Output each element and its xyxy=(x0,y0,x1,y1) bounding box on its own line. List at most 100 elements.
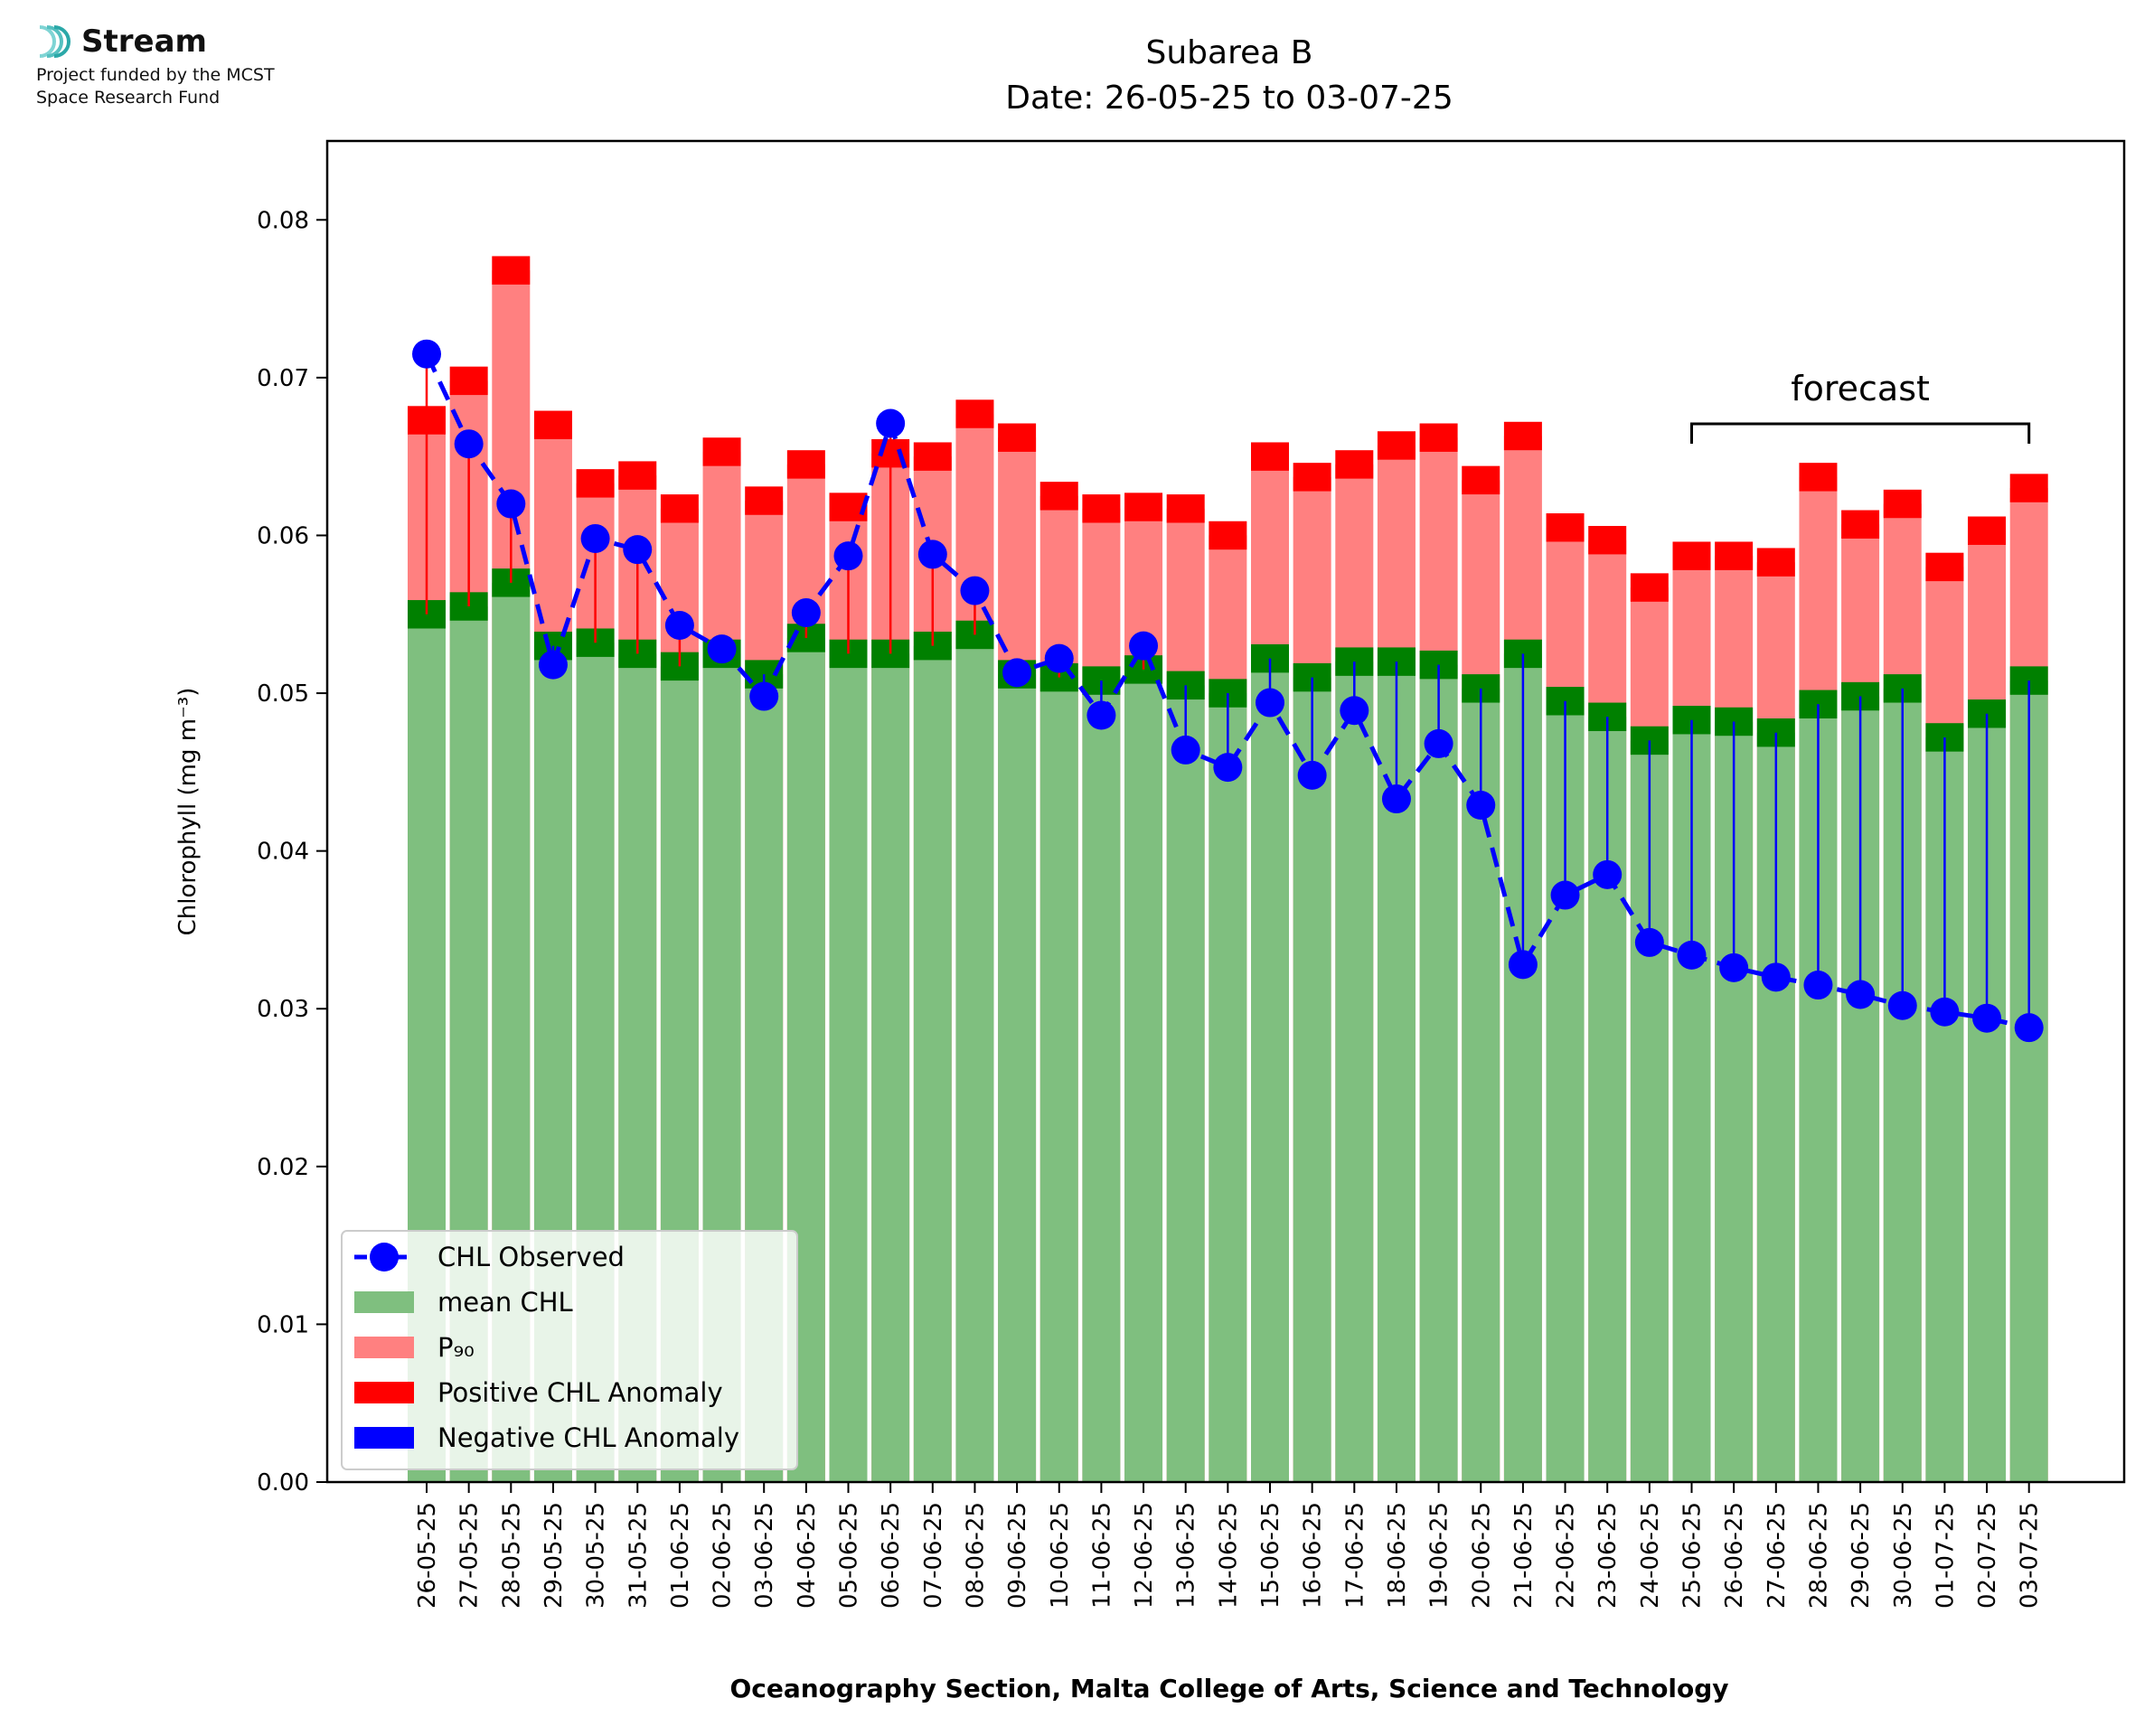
observed-point xyxy=(1256,688,1284,718)
x-tick-label: 06-06-25 xyxy=(878,1502,905,1609)
x-tick-label: 07-06-25 xyxy=(920,1502,947,1609)
forecast-label: forecast xyxy=(1791,369,1930,408)
observed-point xyxy=(1593,859,1623,889)
observed-point xyxy=(749,681,779,711)
y-tick-label: 0.06 xyxy=(257,522,309,549)
p90-band xyxy=(786,450,825,479)
p90-band xyxy=(492,256,531,285)
x-tick-label: 26-05-25 xyxy=(414,1502,441,1609)
p90-band xyxy=(1715,541,1754,570)
p90-band xyxy=(1293,463,1331,492)
p90-band xyxy=(1377,431,1416,460)
observed-point xyxy=(1550,880,1580,910)
mean-bar xyxy=(955,634,994,1482)
x-tick-label: 05-06-25 xyxy=(836,1502,863,1609)
mean-bar xyxy=(1166,685,1205,1482)
mean-bar xyxy=(913,645,952,1482)
p90-band xyxy=(1672,541,1711,570)
observed-point xyxy=(1887,990,1917,1020)
x-tick-label: 23-06-25 xyxy=(1594,1502,1622,1609)
mean-bar xyxy=(871,653,910,1482)
x-tick-label: 28-05-25 xyxy=(498,1502,525,1609)
x-tick-label: 28-06-25 xyxy=(1805,1502,1832,1609)
observed-point xyxy=(1171,735,1200,765)
mean-bar xyxy=(1039,677,1078,1482)
mean-bar xyxy=(1209,693,1247,1482)
x-tick-label: 09-06-25 xyxy=(1004,1502,1031,1609)
p90-band xyxy=(998,423,1037,452)
observed-point xyxy=(580,523,610,553)
observed-point xyxy=(1634,927,1664,957)
x-axis: 26-05-25 27-05-25 28-05-25 29-05-25 30-05-25… xyxy=(414,1482,2044,1609)
legend-label: CHL Observed xyxy=(437,1242,625,1272)
legend-observed-marker xyxy=(370,1243,399,1272)
p90-band xyxy=(660,494,699,523)
mean-bar xyxy=(1335,662,1374,1482)
y-axis-label: Chlorophyll (mg m⁻³) xyxy=(174,688,202,936)
y-tick-label: 0.04 xyxy=(257,839,309,866)
x-tick-label: 20-06-25 xyxy=(1468,1502,1495,1609)
mean-bar xyxy=(829,653,868,1482)
observed-point xyxy=(1213,753,1243,783)
observed-point xyxy=(1719,952,1749,982)
y-tick-label: 0.03 xyxy=(257,996,309,1023)
observed-point xyxy=(623,535,653,565)
p90-band xyxy=(1419,423,1458,452)
y-tick-label: 0.05 xyxy=(257,680,309,708)
x-tick-label: 16-06-25 xyxy=(1300,1502,1327,1609)
y-axis: 0.00 0.01 0.02 0.03 0.04 0.05 0.06 0.07 0.08 xyxy=(257,207,327,1497)
forecast-bracket-line xyxy=(1690,422,2031,444)
p90-band xyxy=(1630,573,1669,602)
x-tick-label: 27-06-25 xyxy=(1764,1502,1791,1609)
observed-point xyxy=(412,339,441,369)
observed-point xyxy=(454,429,484,459)
legend-label: P₉₀ xyxy=(437,1332,475,1363)
observed-point xyxy=(1677,940,1707,970)
logo-line-1: Project funded by the MCST xyxy=(36,65,275,85)
x-tick-label: 30-05-25 xyxy=(583,1502,610,1609)
observed-point xyxy=(1340,696,1369,726)
observed-point xyxy=(1424,728,1453,758)
chart-title: Subarea B xyxy=(1146,34,1313,71)
p90-band xyxy=(1462,465,1500,495)
x-tick-label: 01-07-25 xyxy=(1932,1502,1959,1609)
x-tick-label: 31-05-25 xyxy=(625,1502,652,1609)
x-tick-label: 21-06-25 xyxy=(1510,1502,1538,1609)
x-tick-label: 25-06-25 xyxy=(1679,1502,1707,1609)
observed-point xyxy=(1846,980,1876,1009)
x-tick-label: 29-06-25 xyxy=(1848,1502,1875,1609)
observed-point xyxy=(2014,1013,2044,1043)
legend: CHL Observed mean CHL P₉₀ Positive CHL Anom… xyxy=(341,1230,798,1470)
x-tick-label: 08-06-25 xyxy=(962,1502,989,1609)
observed-point xyxy=(1972,1003,2002,1033)
legend-swatch xyxy=(354,1427,414,1449)
observed-point xyxy=(876,408,906,438)
y-tick-label: 0.08 xyxy=(257,207,309,234)
legend-label: Positive CHL Anomaly xyxy=(437,1377,723,1408)
x-tick-label: 29-05-25 xyxy=(541,1502,568,1609)
mean-bar xyxy=(1462,688,1500,1482)
stream-logo: Stream Project funded by the MCST Space … xyxy=(34,22,342,121)
p90-band xyxy=(955,399,994,428)
observed-point xyxy=(1466,791,1496,821)
legend-swatch xyxy=(354,1291,414,1313)
y-tick-label: 0.00 xyxy=(257,1469,309,1497)
p90-band xyxy=(1546,513,1585,542)
forecast-bracket: forecast xyxy=(1690,369,2031,444)
x-tick-label: 24-06-25 xyxy=(1637,1502,1664,1609)
observed-point xyxy=(1381,784,1411,814)
observed-point xyxy=(664,610,694,640)
x-tick-label: 04-06-25 xyxy=(794,1502,821,1609)
observed-point xyxy=(538,650,568,680)
p90-band xyxy=(1841,510,1880,539)
logo-line-2: Space Research Fund xyxy=(36,88,221,108)
legend-box xyxy=(341,1230,798,1470)
x-tick-label: 26-06-25 xyxy=(1721,1502,1748,1609)
x-tick-label: 01-06-25 xyxy=(667,1502,694,1609)
p90-band xyxy=(913,442,952,471)
p90-band xyxy=(745,486,784,515)
observed-point xyxy=(1508,950,1538,980)
p90-band xyxy=(618,461,657,490)
p90-band xyxy=(2009,474,2048,502)
